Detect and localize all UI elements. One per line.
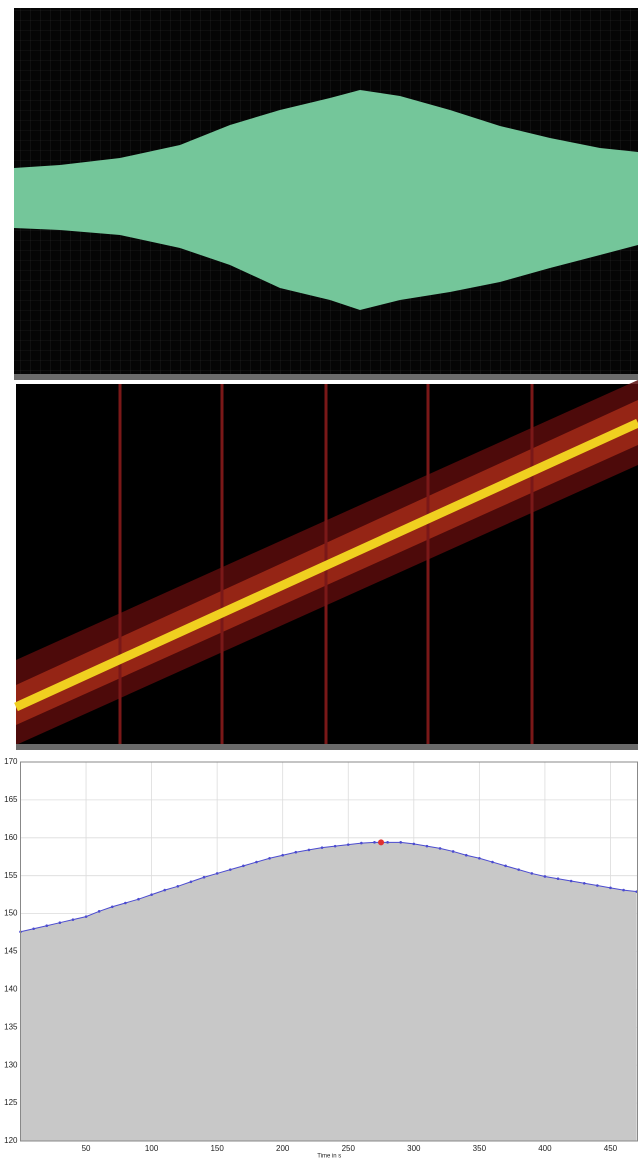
y-tick-label: 135 xyxy=(4,1022,18,1031)
y-tick-label: 145 xyxy=(4,947,18,956)
point xyxy=(124,901,127,905)
x-tick-label: 300 xyxy=(407,1144,421,1153)
point xyxy=(530,872,534,875)
point xyxy=(32,927,35,931)
point xyxy=(360,841,363,845)
point xyxy=(215,872,219,875)
point xyxy=(137,897,140,901)
point xyxy=(569,879,573,883)
point xyxy=(451,850,455,853)
point xyxy=(281,853,285,857)
y-tick-label: 125 xyxy=(4,1098,18,1107)
point xyxy=(150,893,153,896)
point xyxy=(97,910,101,913)
y-tick-label: 155 xyxy=(4,871,18,880)
point xyxy=(464,853,468,857)
point xyxy=(504,864,507,868)
point xyxy=(478,856,481,860)
x-tick-label: 200 xyxy=(276,1144,290,1153)
point xyxy=(84,915,88,918)
point xyxy=(45,924,49,928)
point xyxy=(386,841,389,844)
point xyxy=(110,905,114,909)
point xyxy=(58,921,62,924)
x-tick-label: 150 xyxy=(210,1144,224,1153)
point xyxy=(71,918,75,921)
x-tick-label: 100 xyxy=(145,1144,159,1153)
point xyxy=(202,875,206,879)
x-tick-label: 50 xyxy=(82,1144,91,1153)
point xyxy=(425,844,429,848)
point xyxy=(294,850,298,854)
point xyxy=(609,886,612,890)
point xyxy=(163,888,167,892)
point xyxy=(438,847,442,850)
x-tick-label: 450 xyxy=(604,1144,618,1153)
point xyxy=(596,884,599,887)
point xyxy=(255,860,258,864)
point xyxy=(399,841,403,844)
point xyxy=(346,843,350,846)
point xyxy=(582,881,586,885)
x-tick-label: 400 xyxy=(538,1144,552,1153)
point xyxy=(373,841,376,844)
x-tick-label: 250 xyxy=(342,1144,356,1153)
point xyxy=(242,864,245,868)
point xyxy=(491,860,494,864)
point xyxy=(333,844,337,848)
y-tick-label: 150 xyxy=(4,909,18,918)
y-tick-label: 165 xyxy=(4,795,18,804)
highlight-point xyxy=(378,839,385,846)
point xyxy=(517,868,520,871)
x-tick-label: 350 xyxy=(473,1144,487,1153)
point xyxy=(189,880,193,884)
spectrogram-panel xyxy=(14,380,638,750)
waveform-panel xyxy=(14,8,638,380)
y-tick-label: 160 xyxy=(4,833,18,842)
point xyxy=(228,868,232,871)
point xyxy=(543,875,547,878)
point xyxy=(176,885,180,888)
line xyxy=(20,841,637,933)
y-tick-label: 130 xyxy=(4,1060,18,1069)
y-tick-label: 170 xyxy=(4,757,18,766)
x-axis-label: Time in s xyxy=(317,1154,341,1158)
y-tick-label: 120 xyxy=(4,1136,18,1145)
y-tick-label: 140 xyxy=(4,985,18,994)
area xyxy=(20,842,637,1141)
point xyxy=(268,856,271,860)
point xyxy=(320,846,324,849)
point xyxy=(307,848,311,852)
point xyxy=(556,877,560,881)
point xyxy=(622,888,625,892)
point xyxy=(412,842,416,846)
area-chart: 120 125 130 135 140 145 150 155 160 165 170 50 100 15… xyxy=(4,757,638,1158)
